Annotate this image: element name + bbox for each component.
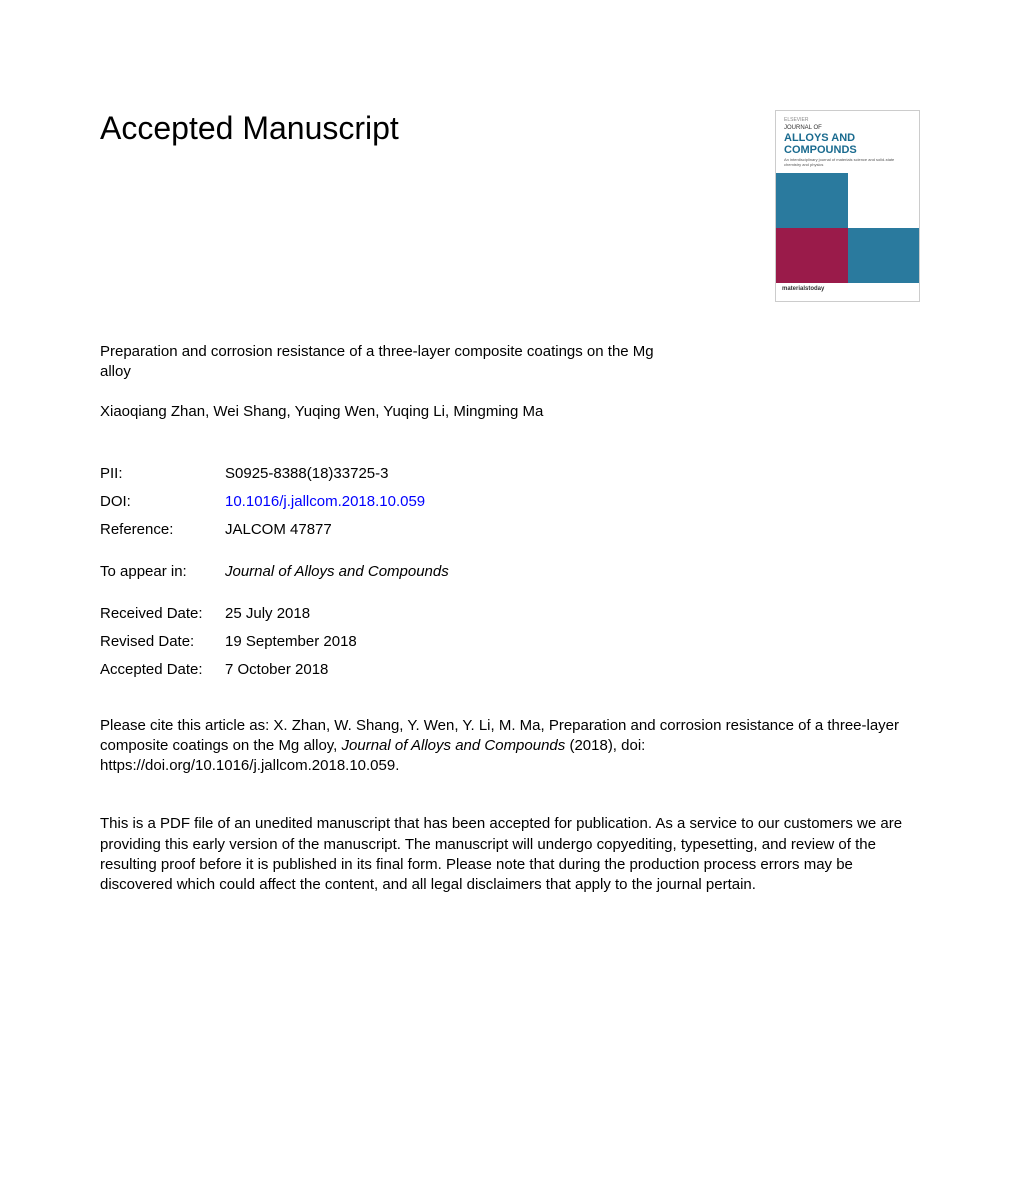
meta-row-doi: DOI: 10.1016/j.jallcom.2018.10.059 bbox=[100, 493, 920, 510]
cover-square-1 bbox=[776, 173, 848, 228]
meta-row-appear: To appear in: Journal of Alloys and Comp… bbox=[100, 563, 920, 580]
meta-row-pii: PII: S0925-8388(18)33725-3 bbox=[100, 465, 920, 482]
meta-gap bbox=[100, 591, 920, 605]
meta-value-appear: Journal of Alloys and Compounds bbox=[225, 563, 449, 580]
meta-value-doi[interactable]: 10.1016/j.jallcom.2018.10.059 bbox=[225, 493, 425, 510]
meta-label-revised: Revised Date: bbox=[100, 633, 225, 650]
meta-value-pii: S0925-8388(18)33725-3 bbox=[225, 465, 388, 482]
article-title: Preparation and corrosion resistance of … bbox=[100, 342, 670, 383]
article-authors: Xiaoqiang Zhan, Wei Shang, Yuqing Wen, Y… bbox=[100, 403, 920, 420]
meta-row-reference: Reference: JALCOM 47877 bbox=[100, 521, 920, 538]
cover-journal-title: ALLOYS AND COMPOUNDS bbox=[784, 132, 911, 156]
meta-label-received: Received Date: bbox=[100, 605, 225, 622]
cover-grid bbox=[776, 173, 919, 283]
journal-cover: ELSEVIER JOURNAL OF ALLOYS AND COMPOUNDS… bbox=[775, 110, 920, 302]
cover-top: ELSEVIER JOURNAL OF ALLOYS AND COMPOUNDS… bbox=[776, 111, 919, 169]
meta-label-pii: PII: bbox=[100, 465, 225, 482]
cover-subtitle: An interdisciplinary journal of material… bbox=[784, 158, 911, 167]
meta-label-appear: To appear in: bbox=[100, 563, 225, 580]
meta-row-revised: Revised Date: 19 September 2018 bbox=[100, 633, 920, 650]
meta-row-received: Received Date: 25 July 2018 bbox=[100, 605, 920, 622]
cover-publisher: ELSEVIER bbox=[784, 117, 911, 123]
citation-block: Please cite this article as: X. Zhan, W.… bbox=[100, 716, 920, 777]
meta-row-accepted: Accepted Date: 7 October 2018 bbox=[100, 661, 920, 678]
disclaimer-text: This is a PDF file of an unedited manusc… bbox=[100, 814, 920, 895]
cover-square-2 bbox=[848, 173, 920, 228]
meta-gap bbox=[100, 549, 920, 563]
meta-value-accepted: 7 October 2018 bbox=[225, 661, 328, 678]
citation-journal: Journal of Alloys and Compounds bbox=[342, 737, 566, 754]
header-row: Accepted Manuscript ELSEVIER JOURNAL OF … bbox=[100, 110, 920, 302]
meta-value-revised: 19 September 2018 bbox=[225, 633, 357, 650]
cover-square-3 bbox=[776, 228, 848, 283]
page-title: Accepted Manuscript bbox=[100, 110, 399, 147]
cover-square-4 bbox=[848, 228, 920, 283]
metadata-table: PII: S0925-8388(18)33725-3 DOI: 10.1016/… bbox=[100, 465, 920, 678]
meta-label-accepted: Accepted Date: bbox=[100, 661, 225, 678]
meta-value-received: 25 July 2018 bbox=[225, 605, 310, 622]
cover-journal-prefix: JOURNAL OF bbox=[784, 125, 911, 131]
meta-label-reference: Reference: bbox=[100, 521, 225, 538]
meta-value-reference: JALCOM 47877 bbox=[225, 521, 332, 538]
cover-footer: materialstoday bbox=[776, 283, 919, 295]
meta-label-doi: DOI: bbox=[100, 493, 225, 510]
